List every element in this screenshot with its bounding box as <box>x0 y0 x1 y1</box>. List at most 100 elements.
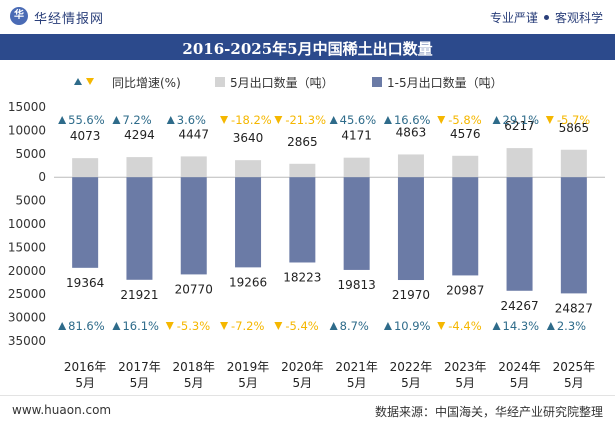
data-label-cumulative: 21921 <box>120 288 158 302</box>
growth-label-cumulative: 10.9% <box>394 319 431 333</box>
site-name: 华经情报网 <box>34 12 105 27</box>
x-tick-label: 5月 <box>238 376 258 390</box>
growth-label-month: 29.1% <box>503 113 540 127</box>
chart-area: 同比增速(%) 5月出口数量（吨） 1-5月出口数量（吨） 15000 10000 50… <box>8 75 605 390</box>
x-tick-label: 5月 <box>130 376 150 390</box>
x-tick-label: 5月 <box>564 376 584 390</box>
legend-label-growth: 同比增速(%) <box>112 76 181 90</box>
growth-up-triangle-icon <box>58 116 67 124</box>
growth-label-month: 16.6% <box>394 113 431 127</box>
footer-source: 数据来源：中国海关，华经产业研究院整理 <box>374 405 603 419</box>
growth-up-triangle-icon <box>492 322 501 330</box>
title-bar: 2016-2025年5月中国稀土出口数量 <box>0 34 615 60</box>
x-tick-label: 5月 <box>401 376 421 390</box>
growth-down-triangle-icon <box>437 116 446 124</box>
legend-swatch-cumulative <box>372 77 382 87</box>
y-tick-label: 25000 <box>8 287 46 301</box>
bars <box>72 148 587 294</box>
bar-month <box>180 156 207 178</box>
y-tick-label: 15000 <box>8 240 46 254</box>
y-tick-label: 35000 <box>8 334 46 348</box>
data-label-cumulative: 19813 <box>338 278 376 292</box>
growth-up-triangle-icon <box>546 322 555 330</box>
data-label-month: 2865 <box>287 135 318 149</box>
data-label-cumulative: 19266 <box>229 275 267 289</box>
bar-cumulative <box>397 177 424 281</box>
data-label-cumulative: 24827 <box>555 301 593 315</box>
growth-label-cumulative: -5.4% <box>285 319 318 333</box>
logo-icon: 华 <box>10 7 28 25</box>
data-label-cumulative: 19364 <box>66 276 104 290</box>
legend-label-month: 5月出口数量（吨） <box>230 75 334 90</box>
footer-url[interactable]: www.huaon.com <box>12 403 112 417</box>
growth-label-month: -5.7% <box>557 113 590 127</box>
bar-month <box>72 158 99 178</box>
bar-month <box>452 155 479 178</box>
x-tick-label: 2022年 <box>390 360 433 374</box>
bar-month <box>560 149 587 178</box>
bar-month <box>397 154 424 178</box>
growth-label-cumulative: 16.1% <box>122 319 159 333</box>
x-tick-label: 5月 <box>184 376 204 390</box>
data-labels: 4073 19364 4294 21921 4447 20770 3640 19266 2865… <box>66 119 593 315</box>
x-tick-label: 2023年 <box>444 360 487 374</box>
y-tick-label: 10000 <box>8 217 46 231</box>
bar-cumulative <box>452 177 479 276</box>
x-tick-label: 5月 <box>510 376 530 390</box>
x-tick-label: 5月 <box>347 376 367 390</box>
legend-label-cumulative: 1-5月出口数量（吨） <box>387 75 503 90</box>
data-label-cumulative: 20770 <box>175 282 213 296</box>
growth-label-month: 55.6% <box>68 113 105 127</box>
growth-label-cumulative: -4.4% <box>448 319 481 333</box>
y-tick-label: 5000 <box>15 147 46 161</box>
growth-up-triangle-icon <box>383 116 392 124</box>
x-axis-labels: 2016年 5月 2017年 5月 2018年 5月 2019年 5月 2020年 5月 2021年… <box>64 360 595 390</box>
data-label-cumulative: 21970 <box>392 288 430 302</box>
bar-cumulative <box>506 177 533 291</box>
x-tick-label: 2021年 <box>335 360 378 374</box>
y-axis: 15000 10000 5000 0 5000 10000 15000 20000 25000 3… <box>8 100 605 348</box>
bar-cumulative <box>235 177 262 268</box>
y-tick-label: 5000 <box>15 194 46 208</box>
x-tick-label: 2016年 <box>64 360 107 374</box>
bar-cumulative <box>343 177 370 270</box>
growth-label-cumulative: 8.7% <box>340 319 369 333</box>
bar-cumulative <box>72 177 99 268</box>
top-bar: 华 华经情报网 专业严谨 客观科学 <box>0 0 615 34</box>
bar-month <box>126 157 153 178</box>
y-tick-label: 20000 <box>8 264 46 278</box>
chart-legend: 同比增速(%) 5月出口数量（吨） 1-5月出口数量（吨） <box>74 75 503 90</box>
growth-up-triangle-icon <box>58 322 67 330</box>
growth-label-cumulative: -5.3% <box>177 319 210 333</box>
bar-month <box>506 148 533 178</box>
y-tick-label: 0 <box>38 170 46 184</box>
x-tick-label: 2024年 <box>498 360 541 374</box>
growth-up-triangle-icon <box>112 116 121 124</box>
bar-cumulative <box>180 177 207 275</box>
growth-label-cumulative: 14.3% <box>503 319 540 333</box>
data-label-month: 4863 <box>396 125 427 139</box>
x-tick-label: 2017年 <box>118 360 161 374</box>
legend-up-triangle-icon <box>74 78 82 85</box>
data-label-month: 5865 <box>559 121 590 135</box>
data-label-month: 3640 <box>233 131 264 145</box>
bar-month <box>235 160 262 178</box>
data-label-month: 4073 <box>70 129 101 143</box>
chart-title: 2016-2025年5月中国稀土出口数量 <box>182 40 433 58</box>
data-label-cumulative: 18223 <box>283 270 321 284</box>
slogan-left: 专业严谨 <box>489 11 538 25</box>
bar-cumulative <box>289 177 316 263</box>
growth-labels: 55.6% 81.6% 7.2% 16.1% 3.6% -5.3% -18.2% -7.2% -… <box>58 113 590 333</box>
growth-label-cumulative: 81.6% <box>68 319 105 333</box>
growth-down-triangle-icon <box>274 322 283 330</box>
bar-month <box>343 157 370 178</box>
y-tick-label: 30000 <box>8 311 46 325</box>
bar-cumulative <box>560 177 587 294</box>
legend-swatch-month <box>215 77 225 87</box>
slogan-right: 客观科学 <box>554 11 603 25</box>
data-label-cumulative: 24267 <box>500 299 538 313</box>
growth-up-triangle-icon <box>492 116 501 124</box>
data-label-month: 4294 <box>124 128 155 142</box>
footer: www.huaon.com 数据来源：中国海关，华经产业研究院整理 <box>0 395 615 428</box>
bar-month <box>289 163 316 178</box>
